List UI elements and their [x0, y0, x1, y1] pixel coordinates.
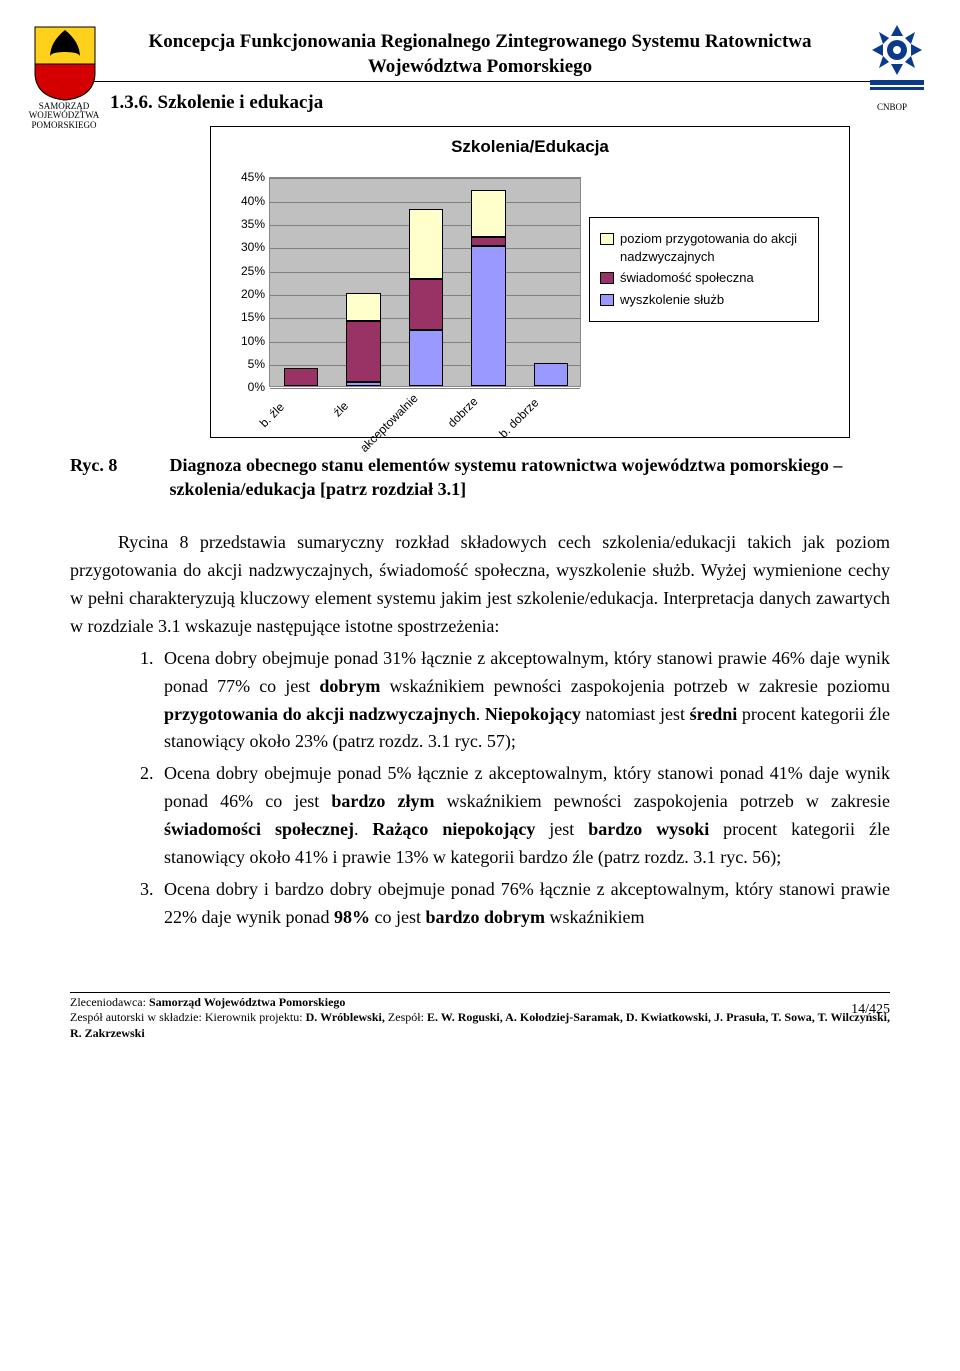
ytick-label: 35%	[221, 217, 265, 231]
bar-segment	[471, 190, 505, 237]
body-paragraph: Rycina 8 przedstawia sumaryczny rozkład …	[70, 529, 890, 641]
ytick-label: 40%	[221, 194, 265, 208]
bar-segment	[471, 237, 505, 246]
bar-segment	[471, 246, 505, 386]
bar-segment	[284, 368, 318, 387]
footer-line1-prefix: Zleceniodawca:	[70, 995, 149, 1009]
bar-stack	[346, 293, 380, 386]
ytick-label: 5%	[221, 357, 265, 371]
legend-label: wyszkolenie służb	[620, 291, 724, 309]
bar-stack	[534, 363, 568, 386]
bar-segment	[534, 363, 568, 386]
legend-item: świadomość społeczna	[600, 269, 808, 287]
body-list: Ocena dobry obejmuje ponad 31% łącznie z…	[158, 645, 890, 932]
legend-label: poziom przygotowania do akcji nadzwyczaj…	[620, 230, 808, 265]
right-logo-caption: CNBOP	[842, 102, 942, 112]
footer: Zleceniodawca: Samorząd Województwa Pomo…	[70, 992, 890, 1042]
chart-title: Szkolenia/Edukacja	[221, 137, 839, 157]
footer-line1: Zleceniodawca: Samorząd Województwa Pomo…	[70, 995, 890, 1011]
ytick-label: 0%	[221, 380, 265, 394]
chart-frame: Szkolenia/Edukacja 0% 5% 10% 15% 20% 25% 30% 35…	[210, 126, 850, 438]
ytick-label: 15%	[221, 310, 265, 324]
xtick-label: dobrze	[444, 395, 480, 431]
bar-segment	[409, 209, 443, 279]
bar-stack	[471, 190, 505, 386]
ytick-label: 30%	[221, 240, 265, 254]
chart-plot: 0%5%10%15%20%25%30%35%40%45%b. źleźleakc…	[221, 177, 581, 427]
figure-text: Diagnoza obecnego stanu elementów system…	[170, 454, 890, 501]
legend-swatch	[600, 272, 614, 284]
footer-line2: Zespół autorski w składzie: Kierownik pr…	[70, 1010, 890, 1041]
ytick-label: 45%	[221, 170, 265, 184]
legend-item: poziom przygotowania do akcji nadzwyczaj…	[600, 230, 808, 265]
footer-line1-bold: Samorząd Województwa Pomorskiego	[149, 995, 345, 1009]
bar-segment	[346, 321, 380, 382]
list-item: Ocena dobry i bardzo dobry obejmuje pona…	[158, 876, 890, 932]
page-number: 14/425	[851, 1001, 890, 1019]
left-logo-shield	[30, 22, 100, 102]
list-item: Ocena dobry obejmuje ponad 31% łącznie z…	[158, 645, 890, 757]
xtick-label: akceptowalnie	[357, 392, 421, 456]
figure-label: Ryc. 8	[70, 454, 165, 477]
xtick-label: b. dobrze	[496, 396, 541, 441]
figure-caption: Ryc. 8 Diagnoza obecnego stanu elementów…	[70, 454, 890, 501]
bar-segment	[346, 293, 380, 321]
header: SAMORZĄD WOJEWÓDZTWA POMORSKIEGO CNBOP K…	[70, 30, 890, 82]
body-text: Rycina 8 przedstawia sumaryczny rozkład …	[70, 529, 890, 641]
bar-segment	[346, 382, 380, 387]
chart-legend: poziom przygotowania do akcji nadzwyczaj…	[589, 217, 819, 321]
ytick-label: 10%	[221, 334, 265, 348]
bar-segment	[409, 330, 443, 386]
page-title: Koncepcja Funkcjonowania Regionalnego Zi…	[70, 30, 890, 82]
title-line1: Koncepcja Funkcjonowania Regionalnego Zi…	[148, 31, 811, 52]
bar-segment	[409, 279, 443, 330]
left-logo-caption: SAMORZĄD WOJEWÓDZTWA POMORSKIEGO	[14, 102, 114, 130]
legend-label: świadomość społeczna	[620, 269, 754, 287]
ytick-label: 20%	[221, 287, 265, 301]
legend-swatch	[600, 233, 614, 245]
bar-stack	[284, 368, 318, 387]
right-logo-icon	[862, 22, 932, 102]
xtick-label: źle	[330, 399, 351, 420]
xtick-label: b. źle	[257, 400, 287, 430]
title-line2: Województwa Pomorskiego	[368, 56, 592, 77]
legend-item: wyszkolenie służb	[600, 291, 808, 309]
legend-swatch	[600, 294, 614, 306]
list-item: Ocena dobry obejmuje ponad 5% łącznie z …	[158, 760, 890, 872]
ytick-label: 25%	[221, 264, 265, 278]
bar-stack	[409, 209, 443, 386]
section-heading: 1.3.6. Szkolenie i edukacja	[110, 92, 890, 114]
